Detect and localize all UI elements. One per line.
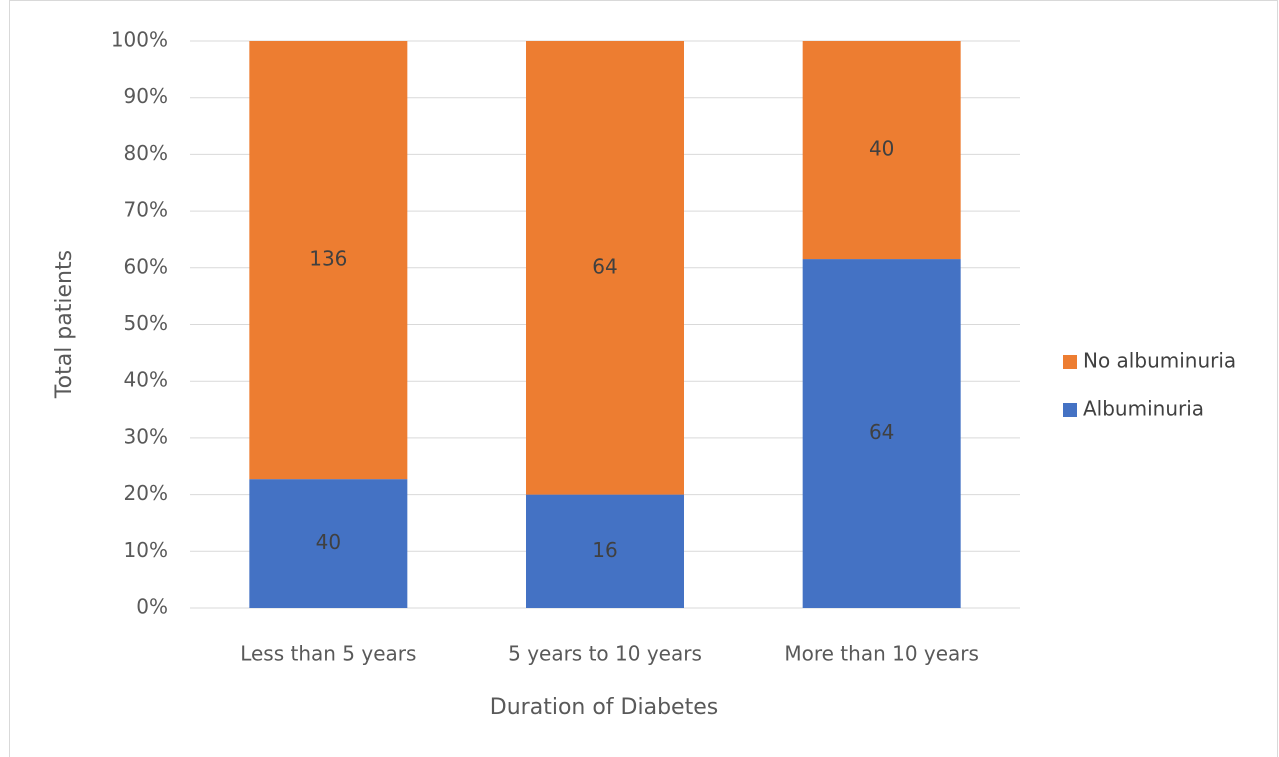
bar-segment bbox=[802, 259, 961, 608]
y-tick-label: 30% bbox=[124, 424, 168, 448]
data-label: 64 bbox=[869, 420, 894, 444]
x-tick-label: 5 years to 10 years bbox=[508, 642, 702, 666]
y-axis-title: Total patients bbox=[52, 250, 77, 399]
x-tick-label: More than 10 years bbox=[784, 642, 979, 666]
bar-segment bbox=[249, 41, 408, 480]
legend-label: No albuminuria bbox=[1083, 349, 1236, 373]
y-tick-label: 90% bbox=[124, 84, 168, 108]
bar-segment bbox=[526, 41, 684, 495]
legend-swatch bbox=[1063, 355, 1077, 369]
data-label: 64 bbox=[592, 254, 617, 278]
legend-swatch bbox=[1063, 403, 1077, 417]
bar-segment bbox=[249, 479, 408, 608]
data-label: 136 bbox=[309, 247, 347, 271]
y-tick-label: 40% bbox=[124, 368, 168, 392]
chart-border bbox=[9, 0, 1278, 757]
x-tick-label: Less than 5 years bbox=[240, 642, 416, 666]
data-label: 16 bbox=[592, 538, 617, 562]
y-tick-label: 10% bbox=[124, 538, 168, 562]
y-tick-label: 100% bbox=[111, 28, 168, 52]
bar-segment bbox=[802, 41, 961, 260]
x-axis-title: Duration of Diabetes bbox=[490, 695, 718, 720]
bar-segment bbox=[526, 494, 684, 608]
y-tick-label: 80% bbox=[124, 141, 168, 165]
data-label: 40 bbox=[316, 530, 341, 554]
y-tick-label: 50% bbox=[124, 311, 168, 335]
legend-label: Albuminuria bbox=[1083, 397, 1204, 421]
y-tick-label: 60% bbox=[124, 254, 168, 278]
y-tick-label: 20% bbox=[124, 481, 168, 505]
y-tick-label: 0% bbox=[136, 595, 168, 619]
data-label: 40 bbox=[869, 137, 894, 161]
y-tick-label: 70% bbox=[124, 198, 168, 222]
